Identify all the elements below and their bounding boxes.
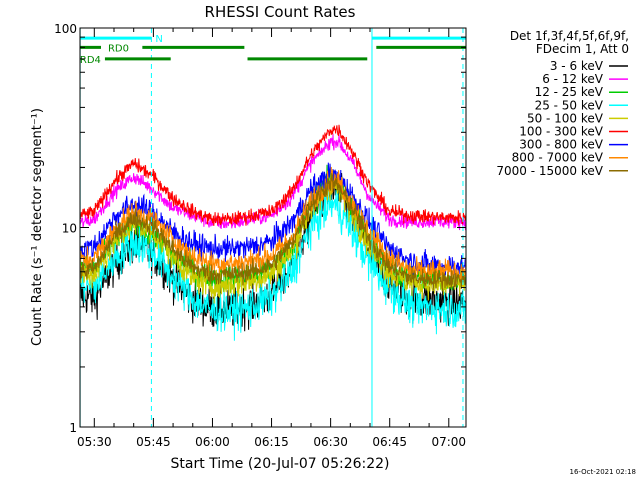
y-tick-label-1: 10	[62, 222, 77, 236]
legend-label-1: 6 - 12 keV	[542, 72, 604, 86]
legend-label-3: 25 - 50 keV	[535, 98, 604, 112]
legend-header-line-2: FDecim 1, Att 0	[536, 42, 629, 56]
x-tick-label-2: 06:00	[195, 435, 230, 449]
render-timestamp: 16-Oct-2021 02:18	[570, 468, 636, 476]
y-axis-label: Count Rate (s⁻¹ detector segment⁻¹)	[30, 108, 45, 346]
legend-label-5: 100 - 300 keV	[519, 125, 603, 139]
x-tick-label-3: 06:15	[254, 435, 289, 449]
legend-label-4: 50 - 100 keV	[527, 111, 604, 125]
series-line-3	[79, 179, 467, 341]
legend-label-0: 3 - 6 keV	[550, 59, 604, 73]
axes-ticks: 1 10 100 05:30 05:45 06:00 06:15 06:30 06:45 07:0…	[54, 22, 466, 449]
legend-label-8: 7000 - 15000 keV	[496, 164, 603, 178]
x-tick-label-0: 05:30	[77, 435, 112, 449]
series-line-5	[79, 124, 467, 226]
chart-title: RHESSI Count Rates	[205, 3, 356, 21]
series-lines	[79, 124, 467, 341]
y-tick-label-0: 1	[69, 421, 77, 435]
legend-label-6: 300 - 800 keV	[519, 138, 603, 152]
x-tick-label-5: 06:45	[372, 435, 407, 449]
y-tick-label-2: 100	[54, 22, 77, 36]
legend-label-7: 800 - 7000 keV	[512, 151, 604, 165]
legend: Det 1f,3f,4f,5f,6f,9f, FDecim 1, Att 0 3…	[496, 29, 629, 178]
status-bar-label-0: N	[155, 34, 162, 45]
series-line-8	[79, 173, 467, 291]
status-bar-label-2: RD0	[108, 43, 129, 54]
legend-label-2: 12 - 25 keV	[535, 85, 604, 99]
status-bar-label-5: RD4	[80, 55, 101, 66]
legend-header-line-1: Det 1f,3f,4f,5f,6f,9f,	[510, 29, 629, 43]
x-tick-label-6: 07:00	[431, 435, 466, 449]
x-tick-label-1: 05:45	[136, 435, 171, 449]
x-axis-label: Start Time (20-Jul-07 05:26:22)	[170, 456, 389, 472]
x-tick-label-4: 06:30	[313, 435, 348, 449]
